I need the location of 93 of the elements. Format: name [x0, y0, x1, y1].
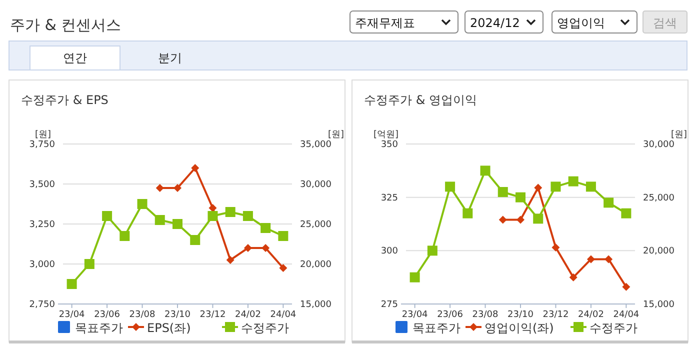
point [586, 255, 595, 264]
x-tick-label: 24/02 [234, 310, 261, 320]
point [445, 182, 456, 192]
point [550, 182, 561, 192]
x-tick-label: 24/04 [613, 310, 640, 320]
y2-tick-label: 25,000 [643, 193, 675, 204]
point [516, 192, 526, 202]
y-axis-title: [억원] [373, 130, 399, 140]
point [622, 282, 630, 291]
y2-tick-label: 35,000 [300, 140, 332, 150]
point [604, 255, 613, 264]
point [621, 208, 632, 218]
point [410, 272, 420, 282]
x-tick-label: 23/08 [129, 310, 156, 320]
point [242, 211, 253, 221]
x-tick-label: 23/12 [200, 310, 226, 320]
y2-tick-label: 20,000 [643, 246, 675, 257]
point [279, 264, 288, 272]
point [552, 243, 560, 252]
x-tick-label: 23/04 [402, 310, 428, 320]
text: 주재무제표 [355, 16, 415, 30]
point [154, 215, 165, 225]
y-tick-label: 325 [380, 193, 398, 204]
point [533, 214, 544, 224]
x-tick-label: 24/04 [270, 310, 296, 320]
point [208, 204, 217, 212]
point [190, 235, 200, 245]
y-axis-title: [원] [34, 130, 52, 140]
point [427, 246, 438, 256]
y-tick-label: 2,750 [29, 300, 56, 310]
text: 검색 [653, 16, 677, 30]
point [191, 164, 200, 172]
point [278, 231, 288, 241]
chart-title: 수정주가 & EPS [21, 93, 108, 107]
point [84, 259, 94, 269]
y2-tick-label: 15,000 [300, 300, 332, 310]
point [225, 207, 236, 217]
legend-label: EPS(좌) [147, 321, 191, 335]
point [66, 279, 77, 289]
x-tick-label: 23/10 [164, 310, 191, 320]
y2-tick-label: 15,000 [643, 300, 675, 310]
x-tick-label: 23/12 [542, 310, 569, 320]
legend-label: 영업이익(좌) [484, 321, 554, 335]
point [586, 182, 596, 192]
point [534, 184, 542, 192]
point [208, 211, 218, 221]
y2-axis-title: [원] [670, 130, 688, 140]
chart-title: 수정주가 & 영업이익 [364, 93, 477, 107]
y-tick-label: 3,750 [29, 140, 56, 150]
point [172, 219, 182, 229]
point [480, 166, 490, 176]
y-tick-label: 350 [380, 140, 398, 150]
x-tick-label: 23/04 [58, 310, 86, 320]
y2-tick-label: 30,000 [643, 140, 675, 150]
text: 연간 [63, 51, 87, 65]
y2-tick-label: 20,000 [300, 260, 332, 270]
point [174, 184, 182, 192]
x-tick-label: 23/06 [94, 310, 120, 320]
y2-axis-title: [원] [328, 130, 344, 140]
y-tick-label: 300 [380, 246, 398, 257]
y2-tick-label: 30,000 [300, 180, 332, 190]
legend-label: 목표주가 [412, 321, 460, 335]
point [226, 256, 234, 264]
point [498, 216, 507, 224]
point [604, 198, 614, 208]
point [262, 244, 270, 252]
point [120, 231, 130, 241]
point [569, 273, 578, 282]
x-tick-label: 24/02 [578, 310, 604, 320]
point [568, 176, 578, 186]
x-tick-label: 23/06 [437, 310, 464, 320]
point [137, 199, 148, 209]
point [244, 244, 252, 252]
legend-label: 수정주가 [590, 321, 638, 335]
point [462, 208, 473, 218]
y-tick-label: 275 [380, 300, 398, 310]
point [102, 211, 112, 221]
point [156, 184, 164, 192]
point [260, 223, 271, 233]
legend-label: 수정주가 [241, 321, 289, 335]
y2-tick-label: 25,000 [300, 220, 332, 230]
x-tick-label: 23/08 [472, 310, 499, 320]
text: 분기 [158, 51, 182, 65]
y-tick-label: 3,250 [29, 220, 56, 230]
point [498, 187, 508, 197]
y-tick-label: 3,000 [29, 260, 56, 270]
text: 주가 & 컨센서스 [10, 16, 122, 34]
legend-label: 목표주가 [75, 321, 123, 335]
point [516, 216, 524, 224]
text: 영업이익 [557, 16, 605, 30]
text: 2024/12 [470, 16, 520, 30]
x-tick-label: 23/10 [508, 310, 534, 320]
y-tick-label: 3,500 [29, 180, 56, 190]
